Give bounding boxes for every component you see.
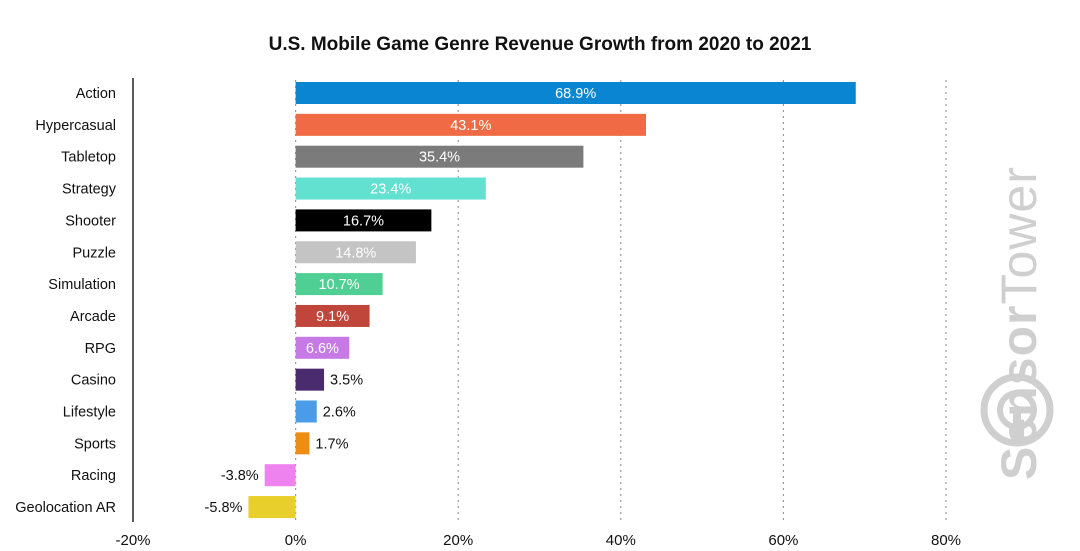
bar [295, 400, 317, 423]
value-label: 9.1% [316, 309, 349, 325]
category-label: Shooter [65, 213, 116, 229]
watermark-part1: Sensor [991, 304, 1047, 480]
value-label: 10.7% [319, 277, 360, 293]
bar [295, 273, 383, 296]
bar [264, 464, 296, 487]
category-label: Hypercasual [35, 118, 116, 134]
sensor-tower-logo-icon [980, 373, 1054, 447]
category-labels: Action Hypercasual Tabletop Strategy Shooter… [15, 86, 117, 516]
bar [295, 432, 310, 455]
bar [295, 82, 856, 104]
bar [295, 368, 325, 391]
category-label: Simulation [48, 277, 116, 293]
category-label: Puzzle [72, 245, 116, 261]
value-label: 3.5% [330, 373, 363, 389]
value-label: 23.4% [370, 182, 411, 198]
value-label: -5.8% [205, 500, 243, 516]
value-label: 1.7% [315, 436, 348, 452]
category-label: Strategy [62, 182, 117, 198]
category-label: Casino [71, 373, 116, 389]
category-label: Action [76, 86, 116, 102]
watermark-part2: Tower [991, 166, 1047, 305]
value-labels: 68.9% 43.1% 35.4% 23.4% 16.7% 14.8% 10.7% 9.1% 6… [205, 86, 597, 516]
bar [248, 496, 296, 519]
x-tick-label: -20% [115, 532, 150, 549]
value-label: 6.6% [306, 341, 339, 357]
bar [295, 241, 416, 264]
category-label: Racing [71, 468, 116, 484]
bar [295, 304, 370, 327]
value-label: 43.1% [450, 118, 491, 134]
value-label: 2.6% [323, 405, 356, 421]
category-label: Lifestyle [63, 405, 116, 421]
x-tick-label: 80% [931, 532, 961, 549]
bar [295, 336, 350, 359]
x-tick-label: 60% [768, 532, 798, 549]
category-label: Geolocation AR [15, 500, 116, 516]
value-label: 35.4% [419, 150, 460, 166]
category-label: RPG [85, 341, 116, 357]
category-label: Sports [74, 436, 116, 452]
bar [295, 177, 486, 200]
chart-title: U.S. Mobile Game Genre Revenue Growth fr… [268, 34, 812, 55]
watermark: SensorTower [990, 166, 1048, 480]
value-label: -3.8% [221, 468, 259, 484]
category-label: Tabletop [61, 150, 116, 166]
value-label: 68.9% [555, 86, 596, 102]
bar [295, 209, 432, 232]
value-label: 14.8% [335, 245, 376, 261]
x-tick-label: 20% [443, 532, 473, 549]
x-tick-label: 40% [606, 532, 636, 549]
bar [295, 113, 647, 136]
bar [295, 145, 584, 168]
value-label: 16.7% [343, 213, 384, 229]
bars [248, 82, 856, 519]
x-axis-ticks: -20% 0% 20% 40% 60% 80% [115, 532, 961, 549]
category-label: Arcade [70, 309, 116, 325]
x-tick-label: 0% [285, 532, 307, 549]
